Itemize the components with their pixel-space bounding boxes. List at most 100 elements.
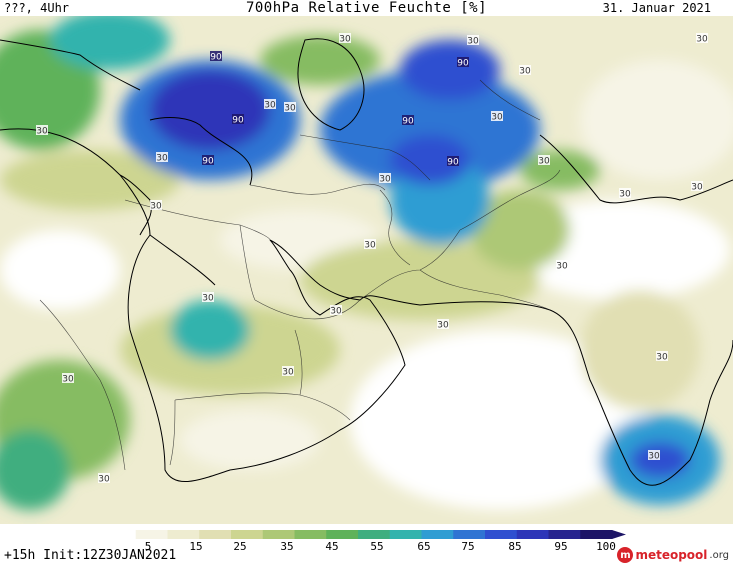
svg-text:30: 30 [696, 35, 708, 45]
legend-tick-label: 85 [508, 540, 521, 553]
legend-swatch [516, 530, 549, 539]
legend-bar [104, 530, 626, 539]
legend-swatch [135, 530, 168, 539]
humidity-map: 90 90 90 90 90 90 30 30 30 30 30 30 30 30 30 30 30 30 30 30… [0, 16, 733, 524]
legend-tick-label: 55 [370, 540, 383, 553]
contour-label: 30 [619, 188, 631, 200]
svg-text:30: 30 [556, 262, 568, 272]
legend-swatch [485, 530, 518, 539]
contour-label: 30 [437, 319, 449, 331]
svg-text:30: 30 [330, 307, 342, 317]
svg-text:30: 30 [691, 183, 703, 193]
contour-label: 30 [491, 111, 503, 123]
svg-text:90: 90 [457, 59, 469, 69]
contour-label: 30 [202, 292, 214, 304]
svg-text:30: 30 [36, 127, 48, 137]
contour-label: 30 [467, 35, 479, 47]
svg-text:30: 30 [150, 202, 162, 212]
contour-label: 30 [519, 65, 531, 77]
svg-text:30: 30 [364, 241, 376, 251]
forecast-date: 31. Januar 2021 [602, 1, 711, 15]
svg-text:30: 30 [656, 353, 668, 363]
legend-swatch [294, 530, 327, 539]
coastline-paths [0, 38, 733, 486]
svg-text:30: 30 [98, 475, 110, 485]
legend-tick-label: 45 [325, 540, 338, 553]
meteopool-logo-icon: m [617, 547, 634, 563]
svg-text:30: 30 [538, 157, 550, 167]
contour-label: 30 [150, 200, 162, 212]
color-legend: 5 15 25 35 45 55 65 75 85 95 100 [104, 530, 626, 553]
contour-label: 30 [156, 152, 168, 164]
svg-text:90: 90 [202, 157, 214, 167]
svg-text:30: 30 [156, 154, 168, 164]
legend-swatch [231, 530, 264, 539]
contour-label: 30 [364, 239, 376, 251]
legend-tick-label: 35 [280, 540, 293, 553]
legend-max-arrow-icon [612, 530, 626, 539]
legend-swatch [389, 530, 422, 539]
legend-swatch [167, 530, 200, 539]
legend-swatch [262, 530, 295, 539]
contour-label: 30 [98, 473, 110, 485]
legend-tick-label: 75 [461, 540, 474, 553]
contour-label: 30 [330, 305, 342, 317]
brand-primary: meteopool [635, 548, 708, 562]
contour-label: 30 [696, 33, 708, 45]
contour-label: 30 [538, 155, 550, 167]
svg-text:90: 90 [232, 116, 244, 126]
header-location-time: ???, 4Uhr [4, 1, 70, 15]
svg-text:30: 30 [437, 321, 449, 331]
country-borders [39, 79, 561, 471]
svg-text:30: 30 [491, 113, 503, 123]
brand-suffix: .org [709, 549, 729, 561]
legend-swatch [453, 530, 486, 539]
contour-label: 30 [264, 99, 276, 111]
contour-label: 30 [36, 125, 48, 137]
contour-label: 90 [447, 156, 459, 168]
svg-text:30: 30 [264, 101, 276, 111]
contour-label: 90 [210, 51, 222, 63]
legend-swatch [104, 530, 137, 539]
contour-label: 30 [379, 173, 391, 185]
svg-text:30: 30 [519, 67, 531, 77]
contour-label: 30 [282, 366, 294, 378]
svg-text:30: 30 [284, 104, 296, 114]
svg-text:30: 30 [467, 37, 479, 47]
legend-tick-label: 95 [554, 540, 567, 553]
svg-text:30: 30 [62, 375, 74, 385]
svg-text:90: 90 [402, 117, 414, 127]
contour-labels: 90 90 90 90 90 90 30 30 30 30 30 30 30 30 30 30 30 30 30 30… [36, 33, 708, 485]
contour-label: 30 [648, 450, 660, 462]
legend-tick-label: 65 [417, 540, 430, 553]
contour-label: 30 [691, 181, 703, 193]
svg-text:30: 30 [282, 368, 294, 378]
legend-swatch [548, 530, 581, 539]
contour-label: 30 [284, 102, 296, 114]
contour-label: 30 [556, 260, 568, 272]
legend-swatch [580, 530, 613, 539]
svg-text:30: 30 [202, 294, 214, 304]
svg-text:90: 90 [210, 53, 222, 63]
contour-label: 30 [62, 373, 74, 385]
svg-text:30: 30 [648, 452, 660, 462]
map-title: 700hPa Relative Feuchte [%] [245, 0, 488, 16]
contour-label: 30 [339, 33, 351, 45]
legend-swatch [358, 530, 391, 539]
legend-tick-label: 5 [145, 540, 152, 553]
contour-label: 90 [402, 115, 414, 127]
svg-text:90: 90 [447, 158, 459, 168]
svg-text:30: 30 [619, 190, 631, 200]
contour-label: 90 [457, 57, 469, 69]
contour-label: 90 [202, 155, 214, 167]
legend-tick-label: 100 [596, 540, 616, 553]
legend-ticks: 5 15 25 35 45 55 65 75 85 95 100 [145, 540, 616, 553]
legend-swatch [199, 530, 232, 539]
svg-text:30: 30 [379, 175, 391, 185]
run-info: +15h Init:12Z30JAN2021 [4, 548, 177, 563]
contour-label: 90 [232, 114, 244, 126]
legend-tick-label: 15 [189, 540, 202, 553]
legend-tick-label: 25 [233, 540, 246, 553]
brand-logo[interactable]: m meteopool .org [617, 546, 729, 564]
legend-swatch [326, 530, 359, 539]
